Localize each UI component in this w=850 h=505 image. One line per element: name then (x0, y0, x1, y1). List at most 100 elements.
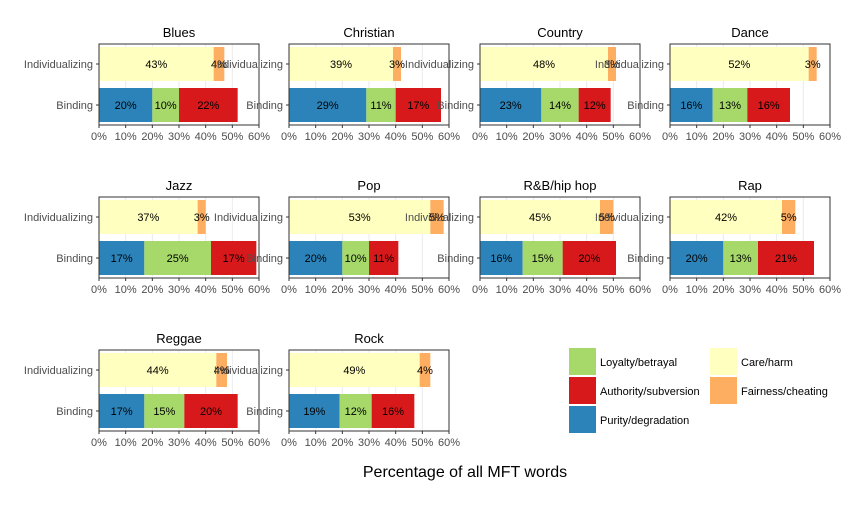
bar-binding-purity-degradation (289, 394, 340, 428)
x-tick-label: 50% (602, 284, 624, 296)
bar-individualizing-care-harm (670, 47, 809, 81)
bar-binding-authority-subversion (371, 394, 415, 428)
bar-binding-loyalty-betrayal (522, 241, 563, 275)
data-label: 20% (200, 406, 222, 418)
bar-individualizing-fairness-cheating (419, 353, 431, 387)
x-tick-label: 30% (358, 284, 380, 296)
panel-title: Country (537, 25, 583, 40)
panel-title: Reggae (156, 331, 202, 346)
x-tick-label: 30% (168, 131, 190, 143)
x-tick-label: 50% (411, 131, 433, 143)
panel-country: Country 48% 3% 23% 14% 12% Individualizing Bind… (405, 25, 651, 143)
panel-christian: Christian 39% 3% 29% 11% 17% Individualizing Bi… (214, 25, 460, 143)
bar-individualizing-care-harm (480, 200, 600, 234)
data-label: 20% (686, 253, 708, 265)
panel-title: Rap (738, 178, 762, 193)
x-tick-label: 40% (576, 131, 598, 143)
bar-binding-loyalty-betrayal (712, 88, 748, 122)
x-tick-label: 30% (358, 131, 380, 143)
bar-individualizing-care-harm (289, 47, 393, 81)
bar-individualizing-fairness-cheating (430, 200, 444, 234)
bar-binding-authority-subversion (758, 241, 814, 275)
x-tick-label: 0% (281, 437, 297, 449)
bar-binding-loyalty-betrayal (541, 88, 579, 122)
bar-individualizing-care-harm (670, 200, 782, 234)
bar-individualizing-care-harm (99, 200, 198, 234)
bar-individualizing-fairness-cheating (197, 200, 206, 234)
y-tick-label: Individualizing (595, 59, 664, 71)
legend-key-authority-subversion (569, 377, 596, 404)
panel-r-b-hip-hop: R&B/hip hop 45% 5% 16% 15% 20% Individualizing… (405, 178, 651, 296)
y-tick-label: Binding (246, 100, 283, 112)
y-tick-label: Individualizing (24, 365, 93, 377)
data-label: 14% (549, 100, 571, 112)
data-label: 20% (305, 253, 327, 265)
x-tick-label: 20% (522, 284, 544, 296)
x-tick-label: 30% (739, 284, 761, 296)
bar-binding-purity-degradation (289, 88, 367, 122)
y-tick-label: Individualizing (595, 212, 664, 224)
panel-title: Christian (343, 25, 394, 40)
legend-label: Fairness/cheating (741, 386, 828, 398)
x-tick-label: 60% (819, 131, 841, 143)
data-label: 20% (115, 100, 137, 112)
bar-individualizing-fairness-cheating (608, 47, 616, 81)
bar-binding-authority-subversion (578, 88, 611, 122)
data-label: 49% (343, 365, 365, 377)
data-label: 17% (111, 406, 133, 418)
x-tick-label: 60% (248, 284, 270, 296)
panel-title: R&B/hip hop (524, 178, 597, 193)
bar-binding-authority-subversion (179, 88, 238, 122)
x-tick-label: 20% (331, 284, 353, 296)
legend-label: Care/harm (741, 357, 793, 369)
bar-binding-loyalty-betrayal (144, 241, 211, 275)
x-tick-label: 50% (411, 437, 433, 449)
y-tick-label: Individualizing (24, 212, 93, 224)
data-label: 12% (345, 406, 367, 418)
bar-individualizing-fairness-cheating (782, 200, 796, 234)
x-tick-label: 0% (662, 284, 678, 296)
bar-individualizing-fairness-cheating (393, 47, 401, 81)
data-label: 3% (389, 59, 405, 71)
x-tick-label: 20% (141, 284, 163, 296)
x-axis-title: Percentage of all MFT words (363, 464, 567, 481)
data-label: 43% (145, 59, 167, 71)
data-label: 15% (532, 253, 554, 265)
x-tick-label: 30% (549, 284, 571, 296)
x-tick-label: 20% (522, 131, 544, 143)
x-tick-label: 60% (438, 437, 460, 449)
y-tick-label: Binding (437, 253, 474, 265)
bar-individualizing-fairness-cheating (213, 47, 225, 81)
x-tick-label: 20% (712, 131, 734, 143)
data-label: 53% (349, 212, 371, 224)
x-tick-label: 20% (331, 437, 353, 449)
data-label: 19% (303, 406, 325, 418)
x-tick-label: 10% (305, 437, 327, 449)
panel-jazz: Jazz 37% 3% 17% 25% 17% Individualizing Binding… (24, 178, 270, 296)
data-label: 22% (197, 100, 219, 112)
data-label: 29% (317, 100, 339, 112)
data-label: 23% (500, 100, 522, 112)
y-tick-label: Individualizing (214, 59, 283, 71)
x-tick-label: 10% (115, 437, 137, 449)
data-label: 42% (715, 212, 737, 224)
bar-binding-purity-degradation (99, 88, 153, 122)
panel-pop: Pop 53% 5% 20% 10% 11% Individualizing Binding 0… (214, 178, 460, 296)
x-tick-label: 60% (248, 131, 270, 143)
x-tick-label: 40% (576, 284, 598, 296)
data-label: 39% (330, 59, 352, 71)
bar-binding-loyalty-betrayal (342, 241, 369, 275)
bar-binding-purity-degradation (480, 88, 542, 122)
data-label: 4% (214, 365, 230, 377)
y-tick-label: Binding (437, 100, 474, 112)
bar-individualizing-care-harm (99, 353, 217, 387)
x-tick-label: 20% (141, 437, 163, 449)
y-tick-label: Binding (627, 100, 664, 112)
x-tick-label: 40% (195, 131, 217, 143)
x-tick-label: 40% (385, 131, 407, 143)
data-label: 4% (211, 59, 227, 71)
legend-key-loyalty-betrayal (569, 348, 596, 375)
x-tick-label: 20% (712, 284, 734, 296)
bar-individualizing-fairness-cheating (600, 200, 614, 234)
